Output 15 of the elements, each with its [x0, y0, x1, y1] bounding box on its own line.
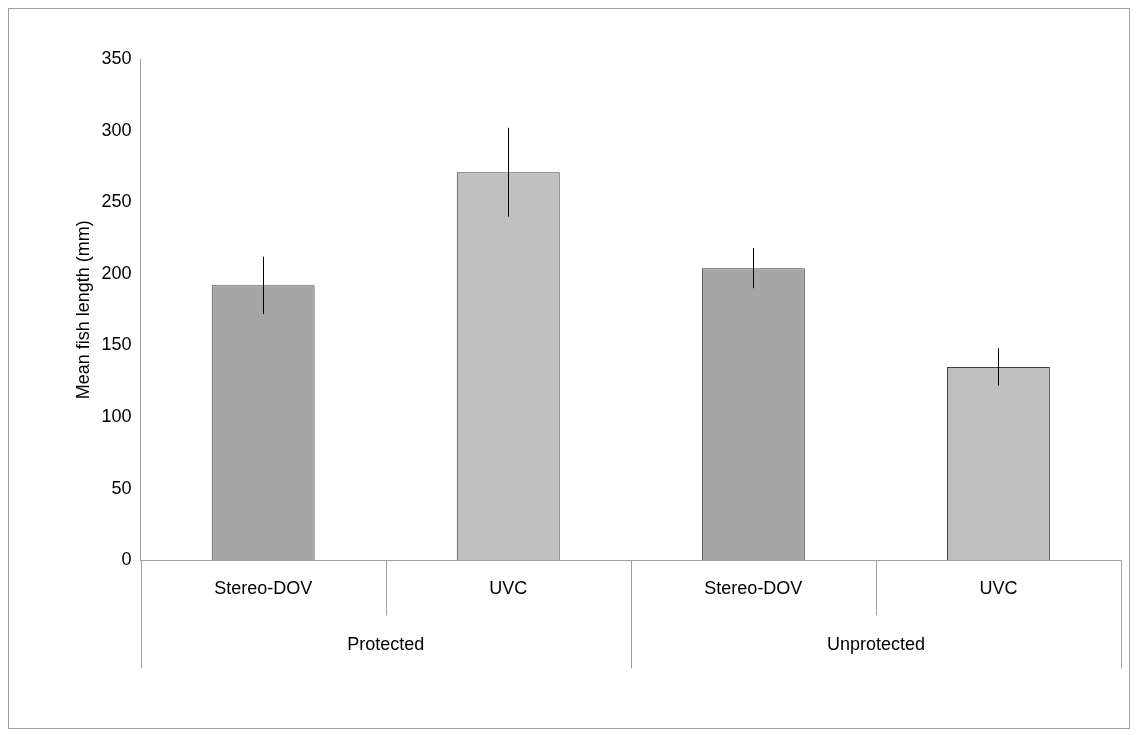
y-tick-label: 200	[101, 262, 132, 283]
x-tick-label: Stereo-DOV	[704, 578, 803, 599]
y-tick-label: 50	[111, 477, 132, 498]
y-axis-title: Mean fish length (mm)	[72, 220, 93, 400]
y-tick-label: 0	[121, 549, 132, 570]
text: Protected	[347, 634, 425, 655]
x-tick-label: Stereo-DOV	[214, 578, 313, 599]
text: Unprotected	[826, 634, 925, 655]
x-tick-label: UVC	[979, 578, 1018, 599]
y-tick-label: 250	[101, 191, 132, 212]
y-tick-label: 300	[101, 119, 132, 140]
y-tick-label: 150	[101, 334, 132, 355]
y-tick-label: 350	[101, 47, 132, 68]
y-tick-label: 100	[101, 406, 132, 427]
x-tick-label: UVC	[489, 578, 528, 599]
